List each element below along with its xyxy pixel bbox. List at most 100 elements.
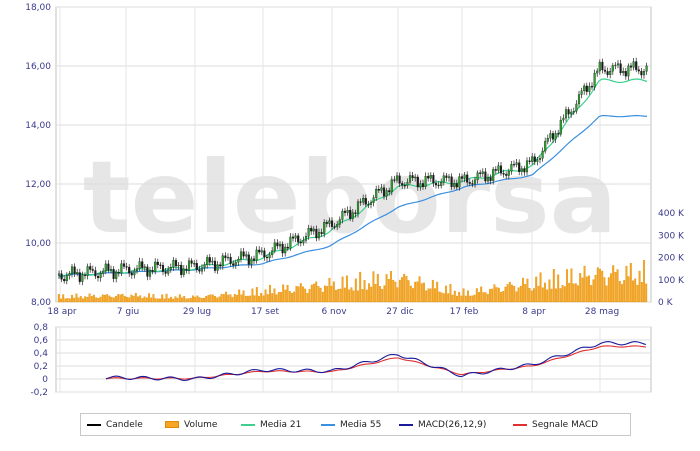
volume-bar <box>544 282 546 303</box>
volume-bar <box>343 287 346 303</box>
volume-bar <box>412 288 414 303</box>
candle-body <box>315 228 318 239</box>
volume-bar <box>607 277 610 303</box>
candle-body <box>588 85 591 92</box>
candle-body <box>297 235 300 243</box>
volume-bar <box>302 286 304 303</box>
price-y-tick-label: 10,00 <box>25 239 51 249</box>
volume-bar <box>502 291 505 303</box>
candle-body <box>538 158 542 160</box>
volume-bar <box>453 290 456 303</box>
volume-bar <box>491 288 494 303</box>
legend-label-segnale: Segnale MACD <box>532 419 599 430</box>
volume-bar <box>251 288 254 303</box>
candle-body <box>450 176 453 187</box>
volume-bar <box>449 283 452 303</box>
volume-bar <box>196 295 199 303</box>
candle-body <box>601 61 604 71</box>
legend-swatch-volume <box>165 421 179 428</box>
volume-bar <box>627 276 630 303</box>
volume-bar <box>579 273 582 303</box>
volume-bar <box>211 294 214 303</box>
volume-bar <box>506 284 509 303</box>
candle-body <box>544 141 547 152</box>
volume-bar <box>156 298 159 303</box>
volume-bar <box>194 296 197 303</box>
volume-bar <box>185 298 188 303</box>
volume-bar <box>482 292 485 303</box>
volume-bar <box>390 270 392 303</box>
volume-bar <box>568 282 571 303</box>
candle-body <box>258 249 261 253</box>
volume-bar <box>108 295 111 303</box>
volume-bar <box>341 276 344 303</box>
price-y-tick-label: 12,00 <box>25 180 51 190</box>
volume-bar <box>515 291 518 303</box>
volume-bar <box>253 295 256 303</box>
candle-body <box>221 255 224 267</box>
volume-bar <box>484 292 487 303</box>
volume-bar <box>473 294 476 303</box>
candle-body <box>216 264 219 271</box>
candle-body <box>557 133 560 135</box>
volume-y-tick-label: 400 K <box>658 209 685 219</box>
candle-body <box>388 190 391 193</box>
volume-bar <box>431 279 434 303</box>
candle-body <box>497 165 500 171</box>
volume-bar <box>205 296 208 303</box>
volume-y-tick-label: 200 K <box>658 254 685 264</box>
volume-bar <box>414 281 417 303</box>
volume-bar <box>348 289 351 303</box>
candle-body <box>70 266 74 274</box>
candle-body <box>107 263 110 271</box>
candle-body <box>369 202 373 205</box>
legend-item-macd: MACD(26,12,9) <box>399 414 486 435</box>
candle-body <box>328 220 331 224</box>
candle-body <box>128 266 131 274</box>
candle-body <box>549 133 552 139</box>
volume-bar <box>592 279 595 303</box>
volume-bar <box>328 277 331 303</box>
price-y-tick-label: 14,00 <box>25 121 51 131</box>
volume-bar <box>106 294 109 303</box>
candle-body <box>307 228 310 237</box>
volume-bar <box>396 287 399 303</box>
volume-bar <box>242 290 245 303</box>
volume-bar <box>183 295 186 303</box>
x-tick-label: 7 giu <box>117 307 140 317</box>
candle-body <box>247 254 250 265</box>
volume-bar <box>266 294 269 303</box>
x-tick-label: 18 apr <box>47 307 77 317</box>
legend-item-media55: Media 55 <box>321 414 381 435</box>
candle-body <box>362 198 365 203</box>
volume-bar <box>218 296 221 303</box>
candle-body <box>232 263 235 266</box>
candle-body <box>260 250 263 253</box>
candle-body <box>416 176 419 188</box>
candle-body <box>554 133 557 140</box>
candle-body <box>65 275 68 282</box>
volume-bar <box>112 297 115 303</box>
candle-body <box>507 171 510 176</box>
volume-bar <box>368 283 370 303</box>
volume-bar <box>260 292 263 303</box>
candle-body <box>161 265 165 272</box>
candle-body <box>76 272 79 274</box>
volume-bar <box>317 286 320 303</box>
candle-body <box>512 164 516 166</box>
volume-bar <box>335 290 337 303</box>
volume-bar <box>566 269 568 303</box>
volume-bar <box>581 277 584 303</box>
x-tick-label: 17 feb <box>450 307 479 317</box>
volume-bar <box>214 296 216 303</box>
volume-bar <box>374 284 377 303</box>
volume-bar <box>291 292 293 303</box>
volume-bar <box>68 298 71 303</box>
candle-body <box>432 175 435 184</box>
candle-body <box>354 212 357 214</box>
candle-body <box>637 69 640 72</box>
candle-body <box>317 232 321 239</box>
candle-body <box>385 190 388 197</box>
volume-bar <box>143 296 146 303</box>
candle-body <box>484 171 487 182</box>
